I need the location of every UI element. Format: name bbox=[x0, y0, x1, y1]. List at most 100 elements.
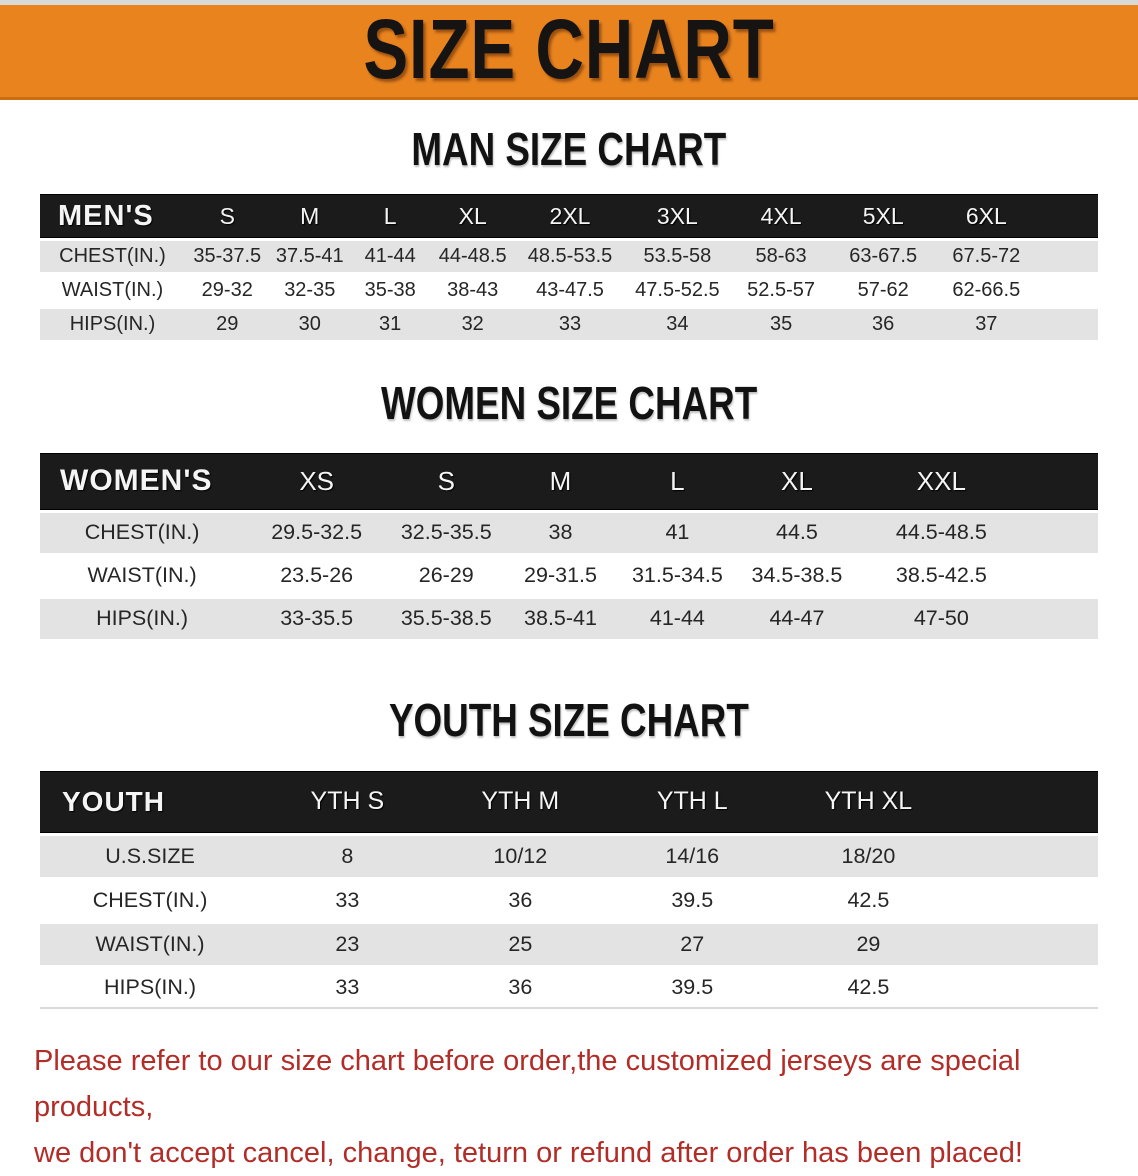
measurement-value: 32-35 bbox=[269, 275, 350, 307]
mens-size-table: MEN'S S M L XL 2XL 3XL 4XL 5XL 6XL CHEST(IN.) 35-37… bbox=[40, 191, 1098, 343]
measurement-value: 41 bbox=[617, 512, 738, 553]
filler-cell bbox=[958, 967, 1098, 1009]
filler-cell bbox=[1025, 555, 1098, 596]
banner-title: SIZE CHART bbox=[363, 1, 775, 96]
measurement-value: 57-62 bbox=[832, 275, 934, 307]
womens-measure-row: CHEST(IN.) 29.5-32.5 32.5-35.5 38 41 44.5 44.5… bbox=[40, 512, 1098, 553]
measurement-value: 39.5 bbox=[606, 879, 779, 921]
measurement-value: 32.5-35.5 bbox=[389, 512, 504, 553]
measurement-value: 36 bbox=[832, 309, 934, 341]
filler-cell bbox=[958, 770, 1098, 833]
womens-size-header: S bbox=[389, 452, 504, 510]
filler-cell bbox=[958, 923, 1098, 965]
measurement-value: 33 bbox=[260, 967, 435, 1009]
measurement-value: 23.5-26 bbox=[244, 555, 390, 596]
measurement-value: 38 bbox=[503, 512, 618, 553]
womens-corner-label: WOMEN'S bbox=[40, 452, 245, 510]
measurement-value: 38.5-42.5 bbox=[856, 555, 1026, 596]
measurement-value: 10/12 bbox=[434, 835, 607, 877]
filler-cell bbox=[1038, 241, 1098, 273]
measurement-value: 29.5-32.5 bbox=[244, 512, 390, 553]
womens-header-row: WOMEN'S XS S M L XL XXL bbox=[40, 452, 1098, 510]
mens-size-header: 4XL bbox=[729, 194, 833, 239]
row-label: HIPS(IN.) bbox=[40, 309, 185, 341]
youth-size-header: YTH S bbox=[260, 770, 435, 833]
mens-size-header: XL bbox=[430, 194, 515, 239]
youth-header-row: YOUTH YTH S YTH M YTH L YTH XL bbox=[40, 770, 1098, 833]
measurement-value: 29 bbox=[184, 309, 270, 341]
mens-size-table-container: MEN'S S M L XL 2XL 3XL 4XL 5XL 6XL CHEST(IN.) 35-37… bbox=[40, 191, 1098, 343]
filler-cell bbox=[1038, 309, 1098, 341]
mens-measure-row: HIPS(IN.) 29 30 31 32 33 34 35 36 37 bbox=[40, 309, 1098, 341]
mens-section-title-text: MAN SIZE CHART bbox=[411, 123, 727, 175]
disclaimer-line-2: we don't accept cancel, change, teturn o… bbox=[34, 1136, 1023, 1169]
measurement-value: 36 bbox=[434, 967, 607, 1009]
mens-header-row: MEN'S S M L XL 2XL 3XL 4XL 5XL 6XL bbox=[40, 194, 1098, 239]
womens-size-header: XXL bbox=[856, 452, 1026, 510]
row-label: CHEST(IN.) bbox=[40, 241, 185, 273]
youth-corner-label: YOUTH bbox=[40, 770, 261, 833]
youth-size-header: YTH M bbox=[434, 770, 607, 833]
measurement-value: 32 bbox=[430, 309, 515, 341]
womens-measure-row: HIPS(IN.) 33-35.5 35.5-38.5 38.5-41 41-44 44-… bbox=[40, 598, 1098, 639]
womens-size-table: WOMEN'S XS S M L XL XXL CHEST(IN.) 29.5-32.5 32.5… bbox=[40, 450, 1098, 642]
mens-size-header: 2XL bbox=[515, 194, 626, 239]
measurement-value: 35.5-38.5 bbox=[389, 598, 504, 639]
measurement-value: 34 bbox=[625, 309, 730, 341]
womens-section-title-text: WOMEN SIZE CHART bbox=[380, 377, 758, 430]
measurement-value: 29 bbox=[778, 923, 959, 965]
measurement-value: 39.5 bbox=[606, 967, 779, 1009]
row-label: U.S.SIZE bbox=[40, 835, 261, 877]
youth-section-title: YOUTH SIZE CHART bbox=[0, 695, 1138, 744]
measurement-value: 44-48.5 bbox=[430, 241, 515, 273]
size-chart-banner: SIZE CHART bbox=[0, 0, 1138, 100]
womens-size-header: XS bbox=[244, 452, 390, 510]
youth-measure-row: WAIST(IN.) 23 25 27 29 bbox=[40, 923, 1098, 965]
womens-size-header: L bbox=[617, 452, 738, 510]
youth-measure-row: HIPS(IN.) 33 36 39.5 42.5 bbox=[40, 967, 1098, 1009]
youth-size-header: YTH L bbox=[606, 770, 779, 833]
measurement-value: 52.5-57 bbox=[729, 275, 833, 307]
filler-cell bbox=[958, 835, 1098, 877]
youth-size-table: YOUTH YTH S YTH M YTH L YTH XL U.S.SIZE 8 10/12… bbox=[40, 768, 1098, 1012]
filler-cell bbox=[1038, 194, 1098, 239]
measurement-value: 48.5-53.5 bbox=[515, 241, 626, 273]
measurement-value: 35-38 bbox=[349, 275, 431, 307]
youth-size-table-container: YOUTH YTH S YTH M YTH L YTH XL U.S.SIZE 8 10/12… bbox=[40, 768, 1098, 1012]
measurement-value: 41-44 bbox=[617, 598, 738, 639]
mens-size-header: 5XL bbox=[832, 194, 934, 239]
filler-cell bbox=[1025, 512, 1098, 553]
mens-measure-row: WAIST(IN.) 29-32 32-35 35-38 38-43 43-47.5 47.… bbox=[40, 275, 1098, 307]
measurement-value: 18/20 bbox=[778, 835, 959, 877]
mens-size-header: 6XL bbox=[933, 194, 1039, 239]
measurement-value: 33-35.5 bbox=[244, 598, 390, 639]
measurement-value: 30 bbox=[269, 309, 350, 341]
womens-size-header: M bbox=[503, 452, 618, 510]
womens-size-table-container: WOMEN'S XS S M L XL XXL CHEST(IN.) 29.5-32.5 32.5… bbox=[40, 450, 1098, 642]
measurement-value: 44-47 bbox=[737, 598, 857, 639]
measurement-value: 23 bbox=[260, 923, 435, 965]
mens-measure-row: CHEST(IN.) 35-37.5 37.5-41 41-44 44-48.5 48.5… bbox=[40, 241, 1098, 273]
measurement-value: 36 bbox=[434, 879, 607, 921]
measurement-value: 31 bbox=[349, 309, 431, 341]
mens-size-header: S bbox=[184, 194, 270, 239]
measurement-value: 37.5-41 bbox=[269, 241, 350, 273]
measurement-value: 63-67.5 bbox=[832, 241, 934, 273]
measurement-value: 34.5-38.5 bbox=[737, 555, 857, 596]
mens-size-header: M bbox=[269, 194, 350, 239]
mens-corner-label: MEN'S bbox=[40, 194, 185, 239]
measurement-value: 41-44 bbox=[349, 241, 431, 273]
measurement-value: 25 bbox=[434, 923, 607, 965]
measurement-value: 47-50 bbox=[856, 598, 1026, 639]
measurement-value: 42.5 bbox=[778, 879, 959, 921]
disclaimer-line-1: Please refer to our size chart before or… bbox=[34, 1044, 1021, 1123]
measurement-value: 44.5 bbox=[737, 512, 857, 553]
measurement-value: 33 bbox=[260, 879, 435, 921]
row-label: CHEST(IN.) bbox=[40, 879, 261, 921]
measurement-value: 31.5-34.5 bbox=[617, 555, 738, 596]
filler-cell bbox=[958, 879, 1098, 921]
row-label: HIPS(IN.) bbox=[40, 598, 245, 639]
youth-measure-row: U.S.SIZE 8 10/12 14/16 18/20 bbox=[40, 835, 1098, 877]
mens-size-header: L bbox=[349, 194, 431, 239]
measurement-value: 38.5-41 bbox=[503, 598, 618, 639]
